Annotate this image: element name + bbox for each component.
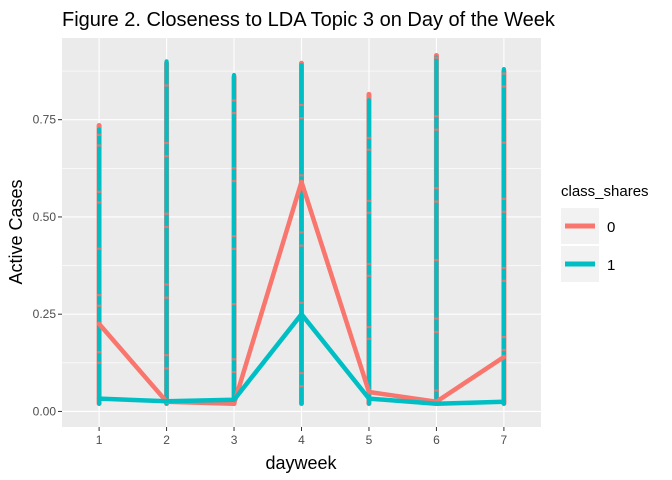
- value-column-overlap-mark: [366, 262, 372, 266]
- x-tick-label: 7: [501, 433, 508, 447]
- value-column-overlap-mark: [231, 179, 237, 183]
- value-column-overlap-mark: [434, 200, 439, 203]
- value-column-overlap-mark: [164, 141, 169, 145]
- legend-label-series-1: 1: [607, 257, 615, 274]
- value-column-overlap-mark: [96, 144, 102, 147]
- value-column-overlap-mark: [164, 155, 169, 158]
- legend: class_shares 0 1: [561, 183, 649, 282]
- value-column-overlap-mark: [164, 296, 169, 299]
- value-column-overlap-mark: [501, 335, 507, 339]
- x-tick-label: 5: [366, 433, 373, 447]
- value-column-overlap-mark: [231, 370, 237, 374]
- value-column-overlap-mark: [366, 148, 372, 151]
- x-tick-label: 4: [298, 433, 305, 447]
- value-column-overlap-mark: [231, 247, 237, 251]
- axis-ticks: 0.00 0.25 0.50 0.75 1 2 3 4 5 6 7: [33, 113, 508, 447]
- value-column-overlap-mark: [501, 85, 507, 88]
- y-tick-label: 0.50: [33, 210, 57, 224]
- value-column-overlap-mark: [366, 337, 372, 340]
- value-column-overlap-mark: [96, 294, 102, 297]
- value-column-overlap-mark: [434, 56, 439, 59]
- value-column-overlap-mark: [434, 258, 439, 262]
- value-column-overlap-mark: [299, 117, 304, 120]
- value-column-overlap-mark: [501, 72, 507, 75]
- value-column-overlap-mark: [299, 301, 304, 304]
- value-column-overlap-mark: [434, 187, 439, 190]
- value-column-overlap-mark: [231, 302, 237, 306]
- value-column-overlap-mark: [96, 304, 102, 307]
- value-column-overlap-mark: [299, 231, 304, 234]
- y-tick-label: 0.25: [33, 307, 57, 321]
- legend-title: class_shares: [561, 183, 649, 200]
- y-tick-label: 0.00: [33, 404, 57, 418]
- value-column-overlap-mark: [366, 211, 372, 214]
- value-column-overlap-mark: [164, 354, 169, 357]
- value-column-overlap-mark: [434, 128, 439, 131]
- value-column-overlap-mark: [501, 210, 507, 213]
- value-column-overlap-mark: [96, 247, 102, 250]
- value-column-overlap-mark: [231, 112, 237, 115]
- value-column-overlap-mark: [299, 174, 304, 177]
- value-column-overlap-mark: [231, 167, 237, 170]
- value-column-overlap-mark: [164, 367, 169, 370]
- data-columns: [96, 53, 507, 407]
- value-column-overlap-mark: [299, 385, 304, 388]
- value-column-overlap-mark: [96, 201, 102, 204]
- value-column-overlap-mark: [501, 348, 507, 352]
- chart-title: Figure 2. Closeness to LDA Topic 3 on Da…: [62, 9, 556, 31]
- value-column-overlap-mark: [434, 330, 439, 334]
- series-line-1: [96, 311, 507, 406]
- value-column-overlap-mark: [299, 244, 304, 247]
- x-tick-label: 1: [96, 433, 103, 447]
- y-tick-label: 0.75: [33, 113, 57, 127]
- x-axis-title: dayweek: [265, 453, 337, 473]
- value-column-overlap-mark: [164, 283, 169, 286]
- legend-label-series-0: 0: [607, 219, 615, 236]
- x-tick-label: 6: [433, 433, 440, 447]
- value-column-overlap-mark: [366, 136, 372, 140]
- value-column-overlap-mark: [231, 99, 237, 102]
- value-column-overlap-mark: [434, 389, 439, 392]
- value-column-overlap-mark: [96, 351, 102, 354]
- value-column-overlap-mark: [366, 274, 372, 277]
- value-column-overlap-mark: [96, 133, 102, 136]
- value-column-overlap-mark: [231, 235, 237, 238]
- value-column-overlap-mark: [366, 325, 372, 329]
- value-column-overlap-mark: [501, 197, 507, 200]
- value-column-overlap-mark: [299, 103, 304, 107]
- value-column-overlap-mark: [164, 225, 169, 229]
- value-column-overlap-mark: [501, 279, 507, 282]
- value-column-overlap-mark: [96, 190, 102, 193]
- value-column-overlap-mark: [434, 317, 439, 320]
- value-column-overlap-mark: [96, 361, 102, 364]
- x-tick-label: 2: [163, 433, 170, 447]
- value-column-overlap-mark: [366, 199, 372, 203]
- value-column-overlap-mark: [501, 266, 507, 270]
- series-lines: [96, 179, 507, 406]
- value-column-overlap-mark: [299, 372, 304, 375]
- value-column-overlap-mark: [434, 115, 439, 118]
- y-axis-title: Active Cases: [6, 179, 26, 284]
- value-column-overlap-mark: [231, 358, 237, 361]
- value-column-overlap-mark: [164, 212, 169, 215]
- value-column-overlap-mark: [501, 141, 507, 144]
- value-column-overlap-mark: [164, 84, 169, 87]
- x-tick-label: 3: [231, 433, 238, 447]
